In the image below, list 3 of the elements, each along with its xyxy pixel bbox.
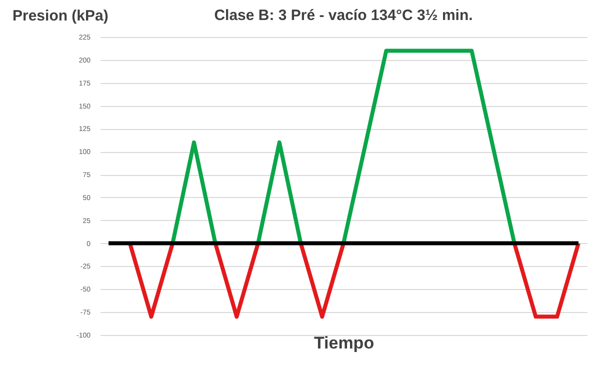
y-axis-title: Presion (kPa) xyxy=(12,8,108,24)
chart-title: Clase B: 3 Pré - vacío 134°C 3½ min. xyxy=(214,7,473,24)
x-axis-title: Tiempo xyxy=(314,334,374,352)
